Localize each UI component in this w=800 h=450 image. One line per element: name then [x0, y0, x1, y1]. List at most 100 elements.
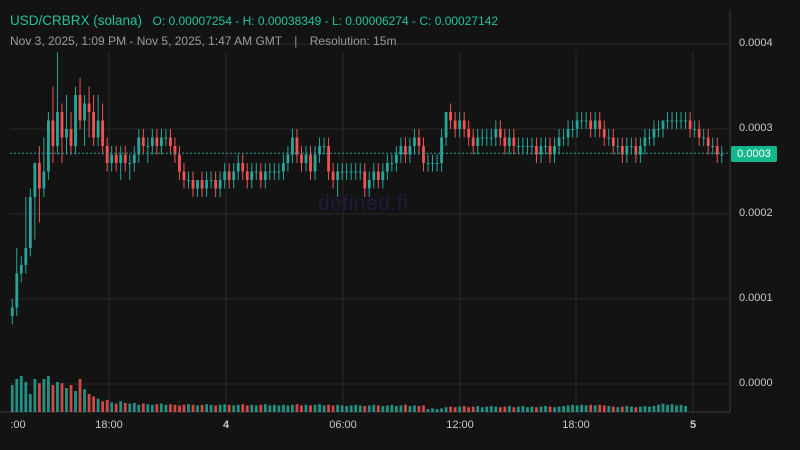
candle-body: [74, 95, 77, 146]
candle-body: [566, 129, 570, 138]
candle-body: [236, 163, 240, 172]
candle-body: [652, 129, 656, 138]
volume-bar: [580, 404, 584, 412]
candle-body: [498, 129, 502, 138]
volume-bar: [657, 404, 660, 412]
candle-body: [96, 120, 100, 138]
volume-bar: [471, 406, 475, 412]
candle-body: [200, 180, 204, 189]
candle-body: [562, 137, 565, 139]
volume-bar: [467, 407, 471, 412]
volume-bar: [679, 404, 683, 412]
volume-bar: [602, 405, 606, 412]
volume-bar: [589, 404, 593, 412]
separator: |: [294, 34, 298, 48]
volume-bar: [322, 405, 326, 412]
candle-body: [322, 146, 326, 147]
candle-body: [575, 120, 579, 129]
candle-body: [607, 137, 611, 139]
candle-body: [557, 137, 561, 146]
candle-body: [435, 163, 439, 164]
volume-bar: [132, 403, 136, 412]
candle-body: [259, 171, 263, 180]
candle-body: [616, 146, 620, 147]
volume-bar: [634, 407, 638, 412]
volume-bar: [413, 405, 416, 412]
volume-bar: [56, 382, 59, 412]
candle-body: [431, 163, 434, 164]
volume-bar: [458, 406, 462, 412]
candle-body: [593, 120, 597, 129]
volume-bar: [232, 405, 236, 412]
candle-body: [548, 146, 552, 155]
volume-bar: [101, 401, 105, 412]
candle-body: [218, 180, 222, 189]
volume-bar: [652, 406, 656, 412]
volume-bar: [28, 394, 32, 412]
volume-bar: [245, 405, 249, 412]
y-tick-label: 0.0001: [739, 292, 773, 304]
volume-bar: [281, 404, 285, 412]
candle-body: [42, 171, 46, 189]
volume-bar: [42, 379, 46, 412]
candle-body: [404, 146, 407, 155]
volume-bar: [358, 405, 362, 412]
volume-bar: [146, 404, 150, 412]
candle-body: [589, 120, 593, 129]
candle-body: [476, 137, 480, 146]
candle-body: [367, 180, 371, 189]
candle-body: [598, 120, 602, 129]
volume-bar: [381, 406, 385, 412]
candle-body: [47, 120, 50, 172]
volume-bar: [119, 401, 123, 412]
y-tick-label: 0.0003: [739, 122, 773, 134]
volume-bar: [309, 405, 312, 412]
x-tick-label: 12:00: [446, 419, 474, 431]
chart-header: USD/CRBRX (solana) O: 0.00007254 - H: 0.…: [10, 12, 498, 30]
volume-bar: [363, 406, 367, 412]
candle-body: [458, 120, 462, 129]
volume-bar: [96, 398, 100, 412]
candle-body: [530, 146, 534, 147]
candle-body: [263, 171, 267, 180]
candle-body: [399, 146, 403, 155]
candle-body: [584, 120, 588, 122]
volume-bar: [616, 407, 620, 412]
candle-body: [56, 112, 59, 146]
volume-bar: [584, 405, 588, 412]
candle-body: [245, 171, 249, 180]
volume-bar: [137, 404, 141, 412]
candle-body: [24, 248, 28, 265]
candle-body: [110, 154, 114, 163]
candle-body: [648, 137, 651, 139]
candle-body: [137, 137, 141, 155]
volume-bar: [65, 388, 68, 412]
candle-body: [114, 154, 118, 163]
volume-bar: [187, 404, 190, 412]
volume-bar: [521, 406, 525, 412]
volume-bar: [159, 403, 163, 412]
volume-bar: [394, 406, 398, 412]
volume-bar: [684, 406, 687, 412]
candle-body: [471, 137, 475, 146]
candle-body: [467, 129, 471, 138]
volume-bar: [526, 407, 529, 412]
candle-body: [150, 137, 154, 146]
candle-body: [123, 154, 127, 163]
volume-bar: [390, 404, 394, 412]
current-price-badge: 0.0003: [731, 146, 777, 162]
volume-bar: [435, 409, 439, 412]
candle-body: [507, 137, 511, 146]
candle-body: [702, 137, 706, 139]
volume-bar: [51, 385, 55, 412]
volume-bar: [114, 403, 118, 412]
volume-bar: [178, 405, 181, 412]
candle-body: [376, 171, 380, 180]
candle-body: [78, 95, 82, 121]
volume-bar: [327, 404, 330, 412]
candle-body: [119, 154, 123, 163]
volume-bar: [141, 403, 145, 412]
resolution-label: Resolution: 15m: [309, 34, 397, 48]
